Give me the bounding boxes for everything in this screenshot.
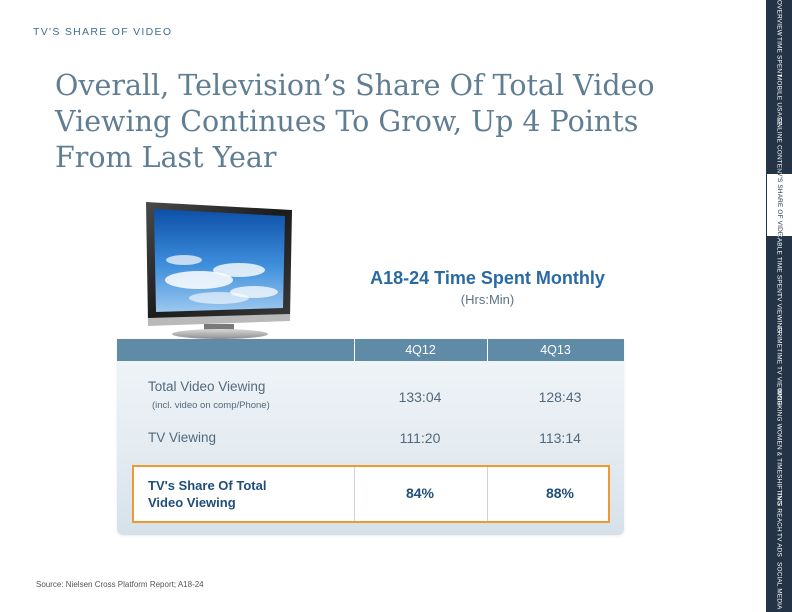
highlight-divider	[354, 467, 355, 521]
row-label-tv-viewing: TV Viewing	[148, 430, 217, 445]
highlight-row: TV's Share Of Total Video Viewing 84% 88…	[132, 465, 610, 523]
nav-item-time-spent[interactable]: TIME SPENT	[775, 36, 783, 78]
nav-item-online-content[interactable]: ONLINE CONTENT	[775, 118, 783, 178]
row-label-total-video: Total Video Viewing	[148, 379, 266, 394]
cell-tv-viewing-4q12: 111:20	[399, 430, 441, 446]
table-title: A18-24 Time Spent Monthly	[370, 268, 605, 288]
nav-item-tvs-reach[interactable]: TV'S REACH	[775, 492, 783, 532]
nav-item-tvs-share-of-video[interactable]: TV'S SHARE OF VIDEO	[766, 168, 792, 242]
highlight-label: TV's Share Of Total Video Viewing	[148, 477, 328, 511]
highlight-divider	[487, 467, 488, 521]
nav-item-overview[interactable]: OVERVIEW	[775, 0, 783, 36]
highlight-label-line-1: TV's Share Of Total	[148, 478, 267, 493]
cell-tv-viewing-4q13: 113:14	[539, 430, 581, 446]
column-header-4q12: 4Q12	[405, 343, 436, 357]
nav-item-social-media[interactable]: SOCIAL MEDIA	[775, 562, 783, 610]
cell-total-video-4q12: 133:04	[398, 389, 442, 405]
header-divider	[487, 339, 488, 361]
cell-share-4q13: 88%	[545, 485, 575, 501]
row-sublabel-total-video: (incl. video on comp/Phone)	[152, 400, 270, 411]
cell-total-video-4q13: 128:43	[538, 389, 582, 405]
headline-line-3: From Last Year	[55, 141, 277, 174]
nav-item-working-women-timeshifting[interactable]: WORKING WOMEN & TIMESHIFTING	[775, 388, 783, 506]
column-header-4q13: 4Q13	[540, 343, 571, 357]
table-header: 4Q12 4Q13	[117, 339, 624, 361]
source-note: Source: Nielsen Cross Platform Report; A…	[36, 580, 204, 589]
cell-share-4q12: 84%	[405, 485, 435, 501]
data-table: 4Q12 4Q13 Total Video Viewing (incl. vid…	[117, 339, 624, 535]
page-title: Overall, Television’s Share Of Total Vid…	[55, 68, 715, 176]
nav-item-tv-viewing[interactable]: TV VIEWING	[775, 293, 783, 333]
header-divider	[354, 339, 355, 361]
section-label: TV'S SHARE OF VIDEO	[33, 26, 173, 38]
headline-line-1: Overall, Television’s Share Of Total Vid…	[55, 69, 655, 102]
headline-line-2: Viewing Continues To Grow, Up 4 Points	[55, 105, 639, 138]
flat-screen-tv-icon	[146, 202, 292, 339]
nav-item-tv-ads[interactable]: TV ADS	[775, 533, 783, 557]
nav-item-primetime-tv-viewing[interactable]: PRIMETIME TV VIEWING	[775, 326, 783, 406]
highlight-label-line-2: Video Viewing	[148, 495, 236, 510]
nav-item-mobile-usage[interactable]: MOBILE USAGE	[775, 74, 783, 126]
nav-item-cable-time-spent[interactable]: CABLE TIME SPENT	[775, 232, 783, 298]
table-subtitle: (Hrs:Min)	[460, 292, 515, 307]
section-nav: OVERVIEW TIME SPENT MOBILE USAGE ONLINE …	[766, 0, 792, 612]
